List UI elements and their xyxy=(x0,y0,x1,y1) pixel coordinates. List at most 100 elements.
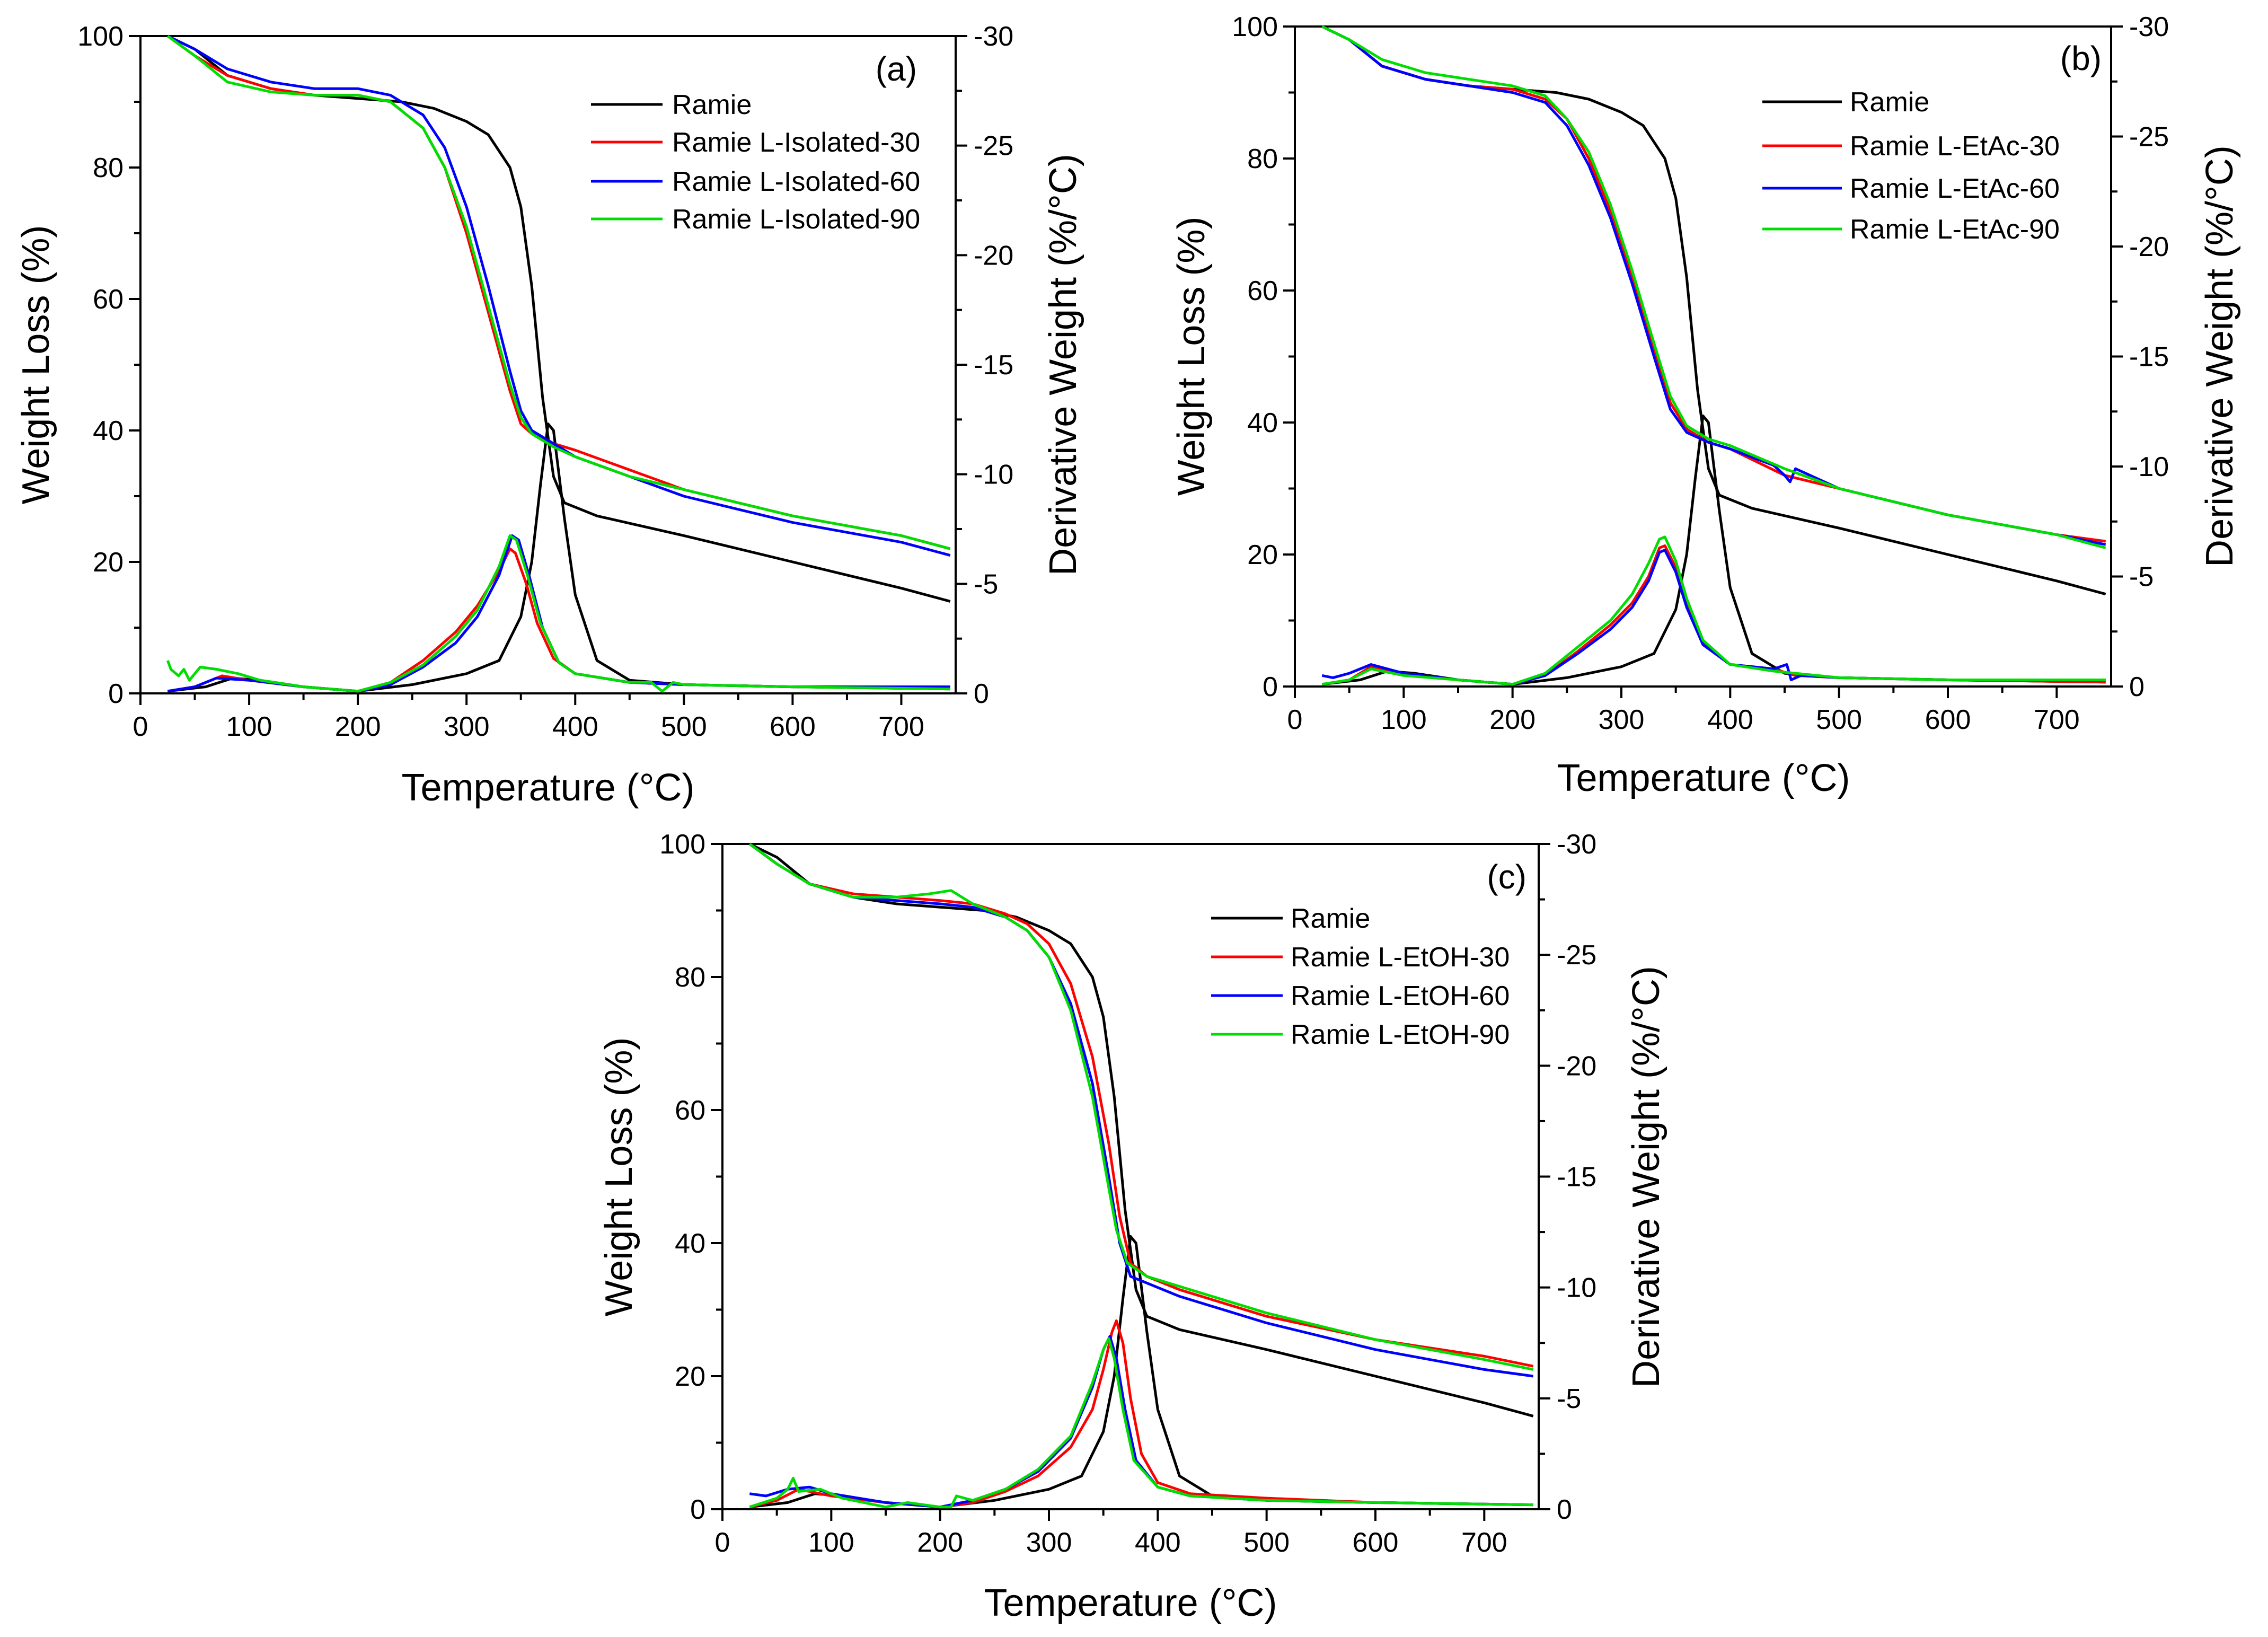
dtg-curve-1 xyxy=(167,547,950,693)
y2-tick-label: -10 xyxy=(1557,1273,1596,1304)
tg-curve-3 xyxy=(166,34,951,550)
legend-label: Ramie L-EtOH-30 xyxy=(1291,942,1510,973)
y2-axis-title: Derivative Weight (%/°C) xyxy=(2199,145,2241,567)
y2-tick-label: 0 xyxy=(1557,1494,1572,1525)
y-tick-label: 80 xyxy=(675,962,705,993)
dtg-curve-2 xyxy=(749,1335,1533,1509)
y-tick-label: 20 xyxy=(1247,540,1278,570)
x-tick-label: 100 xyxy=(226,711,272,742)
y2-tick-label: -15 xyxy=(974,350,1013,381)
y2-tick-label: -30 xyxy=(974,21,1013,52)
x-tick-label: 400 xyxy=(552,711,598,742)
x-tick-label: 200 xyxy=(917,1527,963,1558)
x-tick-label: 300 xyxy=(1599,705,1645,735)
tg-curve-0 xyxy=(1321,25,2106,596)
y2-tick-label: -25 xyxy=(2129,122,2169,153)
x-tick-label: 200 xyxy=(335,711,381,742)
y-tick-label: 100 xyxy=(659,829,705,860)
y2-tick-label: -20 xyxy=(2129,232,2169,262)
legend: Ramie Ramie L-Isolated-30 Ramie L-Isolat… xyxy=(591,90,920,235)
dtg-curve-3 xyxy=(749,1337,1533,1509)
y2-tick-label: -25 xyxy=(1557,940,1596,971)
x-tick-label: 400 xyxy=(1707,705,1753,735)
panel-a: (a) 0 100 200 300 400 500 600 700 0 20 4… xyxy=(15,21,1084,809)
dtg-curve-3 xyxy=(1321,535,2106,686)
y2-tick-label: -5 xyxy=(2129,562,2154,593)
x-tick-label: 300 xyxy=(444,711,490,742)
y-tick-label: 80 xyxy=(1247,144,1278,174)
tg-curve-1 xyxy=(166,34,951,550)
tg-curve-2 xyxy=(167,34,951,557)
y-tick-label: 100 xyxy=(77,21,123,52)
tg-curve-2 xyxy=(1321,25,2106,546)
y-tick-label: 40 xyxy=(93,416,123,446)
x-tick-label: 700 xyxy=(2034,705,2080,735)
panel-b: (b) 0 100 200 300 400 500 600 700 0 20 4… xyxy=(1170,12,2241,799)
dtg-curve-1 xyxy=(1321,544,2106,686)
legend-label: Ramie L-EtAc-60 xyxy=(1850,173,2060,204)
x-tick-label: 300 xyxy=(1026,1527,1072,1558)
x-axis-title: Temperature (°C) xyxy=(402,767,695,809)
y-tick-label: 0 xyxy=(690,1494,705,1525)
x-axis-title: Temperature (°C) xyxy=(984,1582,1277,1624)
x-tick-label: 0 xyxy=(1287,705,1303,735)
dtg-curve-3 xyxy=(166,534,950,693)
x-axis-title: Temperature (°C) xyxy=(1557,757,1850,799)
y2-tick-label: -5 xyxy=(974,569,998,600)
x-tick-label: 400 xyxy=(1135,1527,1181,1558)
x-tick-label: 700 xyxy=(1461,1527,1507,1558)
y2-tick-label: -20 xyxy=(1557,1051,1596,1081)
y-tick-label: 60 xyxy=(1247,276,1278,306)
x-tick-label: 600 xyxy=(1353,1527,1399,1558)
y-tick-label: 20 xyxy=(93,547,123,578)
y-tick-label: 40 xyxy=(675,1228,705,1259)
plot-area xyxy=(1294,25,2112,688)
y2-tick-label: -20 xyxy=(974,240,1013,271)
dtg-curve-2 xyxy=(1321,549,2106,686)
dtg-curve-2 xyxy=(167,534,950,693)
x-tick-label: 500 xyxy=(1243,1527,1290,1558)
y2-tick-label: -25 xyxy=(974,131,1013,162)
y2-axis-title: Derivative Weight (%/°C) xyxy=(1042,154,1084,576)
y-tick-label: 80 xyxy=(93,153,123,183)
dtg-curve-0 xyxy=(167,423,950,693)
legend-label: Ramie L-Isolated-60 xyxy=(672,166,920,197)
x-tick-label: 500 xyxy=(661,711,707,742)
y2-tick-label: -5 xyxy=(1557,1384,1581,1414)
y-axis-title: Weight Loss (%) xyxy=(15,225,57,505)
legend-label: Ramie L-EtOH-60 xyxy=(1291,981,1510,1011)
dtg-curve-0 xyxy=(1322,415,2106,686)
x-tick-label: 100 xyxy=(1381,705,1427,735)
tg-curve-3 xyxy=(748,842,1534,1371)
x-tick-label: 700 xyxy=(878,711,924,742)
legend-label: Ramie xyxy=(1850,87,1929,118)
y-tick-label: 40 xyxy=(1247,408,1278,438)
y-tick-label: 20 xyxy=(675,1361,705,1392)
tg-curve-0 xyxy=(167,34,951,603)
x-tick-label: 0 xyxy=(715,1527,730,1558)
tg-curve-3 xyxy=(1321,25,2106,549)
tg-curve-1 xyxy=(748,842,1534,1368)
panel-c: (c) 0 100 200 300 400 500 600 700 0 20 4… xyxy=(598,829,1667,1624)
panel-label: (b) xyxy=(2060,39,2102,77)
legend-label: Ramie L-EtOH-90 xyxy=(1291,1019,1510,1050)
tg-curve-0 xyxy=(749,842,1534,1418)
y2-tick-label: 0 xyxy=(2129,672,2145,702)
panel-label: (c) xyxy=(1487,858,1526,896)
y-tick-label: 60 xyxy=(93,284,123,315)
legend-label: Ramie L-Isolated-30 xyxy=(672,127,920,158)
legend-label: Ramie L-EtAc-90 xyxy=(1850,214,2060,245)
y2-tick-label: -15 xyxy=(2129,342,2169,373)
y-tick-label: 0 xyxy=(108,679,123,709)
y2-axis-title: Derivative Weight (%/°C) xyxy=(1625,966,1667,1388)
y2-tick-label: -15 xyxy=(1557,1162,1596,1193)
dtg-curve-1 xyxy=(749,1319,1533,1509)
legend-label: Ramie xyxy=(672,90,752,120)
legend: Ramie Ramie L-EtOH-30 Ramie L-EtOH-60 Ra… xyxy=(1211,903,1510,1050)
panel-label: (a) xyxy=(876,50,917,88)
x-tick-label: 600 xyxy=(1925,705,1971,735)
y-axis-title: Weight Loss (%) xyxy=(598,1037,640,1317)
y-tick-label: 100 xyxy=(1232,12,1278,42)
x-tick-label: 200 xyxy=(1489,705,1535,735)
